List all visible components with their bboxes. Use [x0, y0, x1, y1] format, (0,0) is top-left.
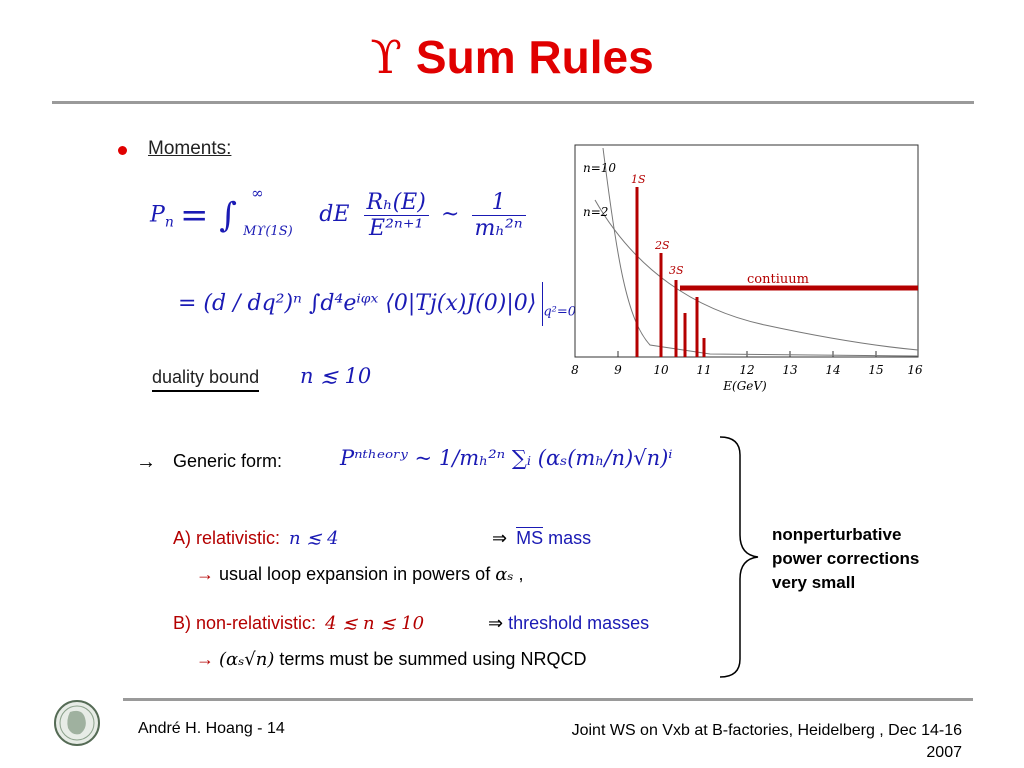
moment-equation-2: = (d / dq²)ⁿ ∫d⁴eⁱᵠˣ ⟨0|Tj(x)J(0)|0⟩ q²=0	[178, 282, 576, 326]
curve-n2	[594, 199, 919, 351]
relativistic-label: A) relativistic: n ≲ 4	[173, 528, 339, 549]
eq-lhs: P	[150, 202, 165, 228]
generic-formula: Pⁿᵗʰᵉᵒʳʸ ~ 1/mₕ²ⁿ ∑ᵢ (αₛ(mₕ/n)√n)ⁱ	[340, 446, 673, 470]
slide-title: ϒ Sum Rules	[0, 30, 1024, 84]
threshold-arrow: ⇒	[488, 613, 504, 633]
xtick-9: 9	[614, 363, 622, 377]
relativistic-text: A) relativistic:	[173, 528, 281, 548]
ms-mass-text: mass	[548, 528, 592, 548]
eq2-body: = (d / dq²)ⁿ ∫d⁴eⁱᵠˣ ⟨0|Tj(x)J(0)|0⟩	[178, 291, 537, 316]
label-n2: n=2	[583, 205, 608, 219]
relativistic-cond: n ≲ 4	[289, 528, 339, 549]
curve-n10	[602, 147, 919, 357]
footer-author: André H. Hoang - 14	[138, 720, 285, 737]
title-divider	[52, 101, 974, 104]
note-line-3: very small	[772, 573, 856, 592]
label-n10: n=10	[583, 161, 616, 175]
footer-event: Joint WS on Vxb at B-factories, Heidelbe…	[520, 720, 962, 764]
eq-den2: mₕ²ⁿ	[474, 216, 523, 241]
xtick-10: 10	[653, 363, 669, 377]
relativistic-sub-math: αₛ	[495, 564, 514, 585]
eq-num2: 1	[471, 190, 526, 216]
xtick-15: 15	[868, 363, 883, 377]
xtick-11: 11	[696, 363, 711, 377]
upsilon-symbol: ϒ	[370, 30, 402, 84]
note-line-1: nonperturbative	[772, 525, 902, 544]
nonrelativistic-cond: 4 ≲ n ≲ 10	[325, 613, 425, 634]
brace-icon	[719, 436, 759, 678]
nonperturbative-note: nonperturbative power corrections very s…	[772, 523, 919, 595]
ms-arrow: ⇒	[492, 528, 508, 548]
xtick-13: 13	[782, 363, 798, 377]
eq-de: dE	[319, 202, 350, 228]
relativistic-sub-comma: ,	[518, 564, 524, 584]
ms-mass: ⇒ MS mass	[492, 527, 592, 549]
eq-den: E²ⁿ⁺¹	[369, 216, 424, 241]
integral-upper: ∞	[251, 183, 264, 202]
eq2-eval: q²=0	[543, 304, 577, 320]
xtick-14: 14	[825, 363, 840, 377]
eq-sim: ~	[440, 202, 460, 228]
label-2s: 2S	[654, 239, 670, 252]
x-axis-label: E(GeV)	[722, 379, 767, 393]
eq-num: Rₕ(E)	[363, 190, 429, 216]
relativistic-sub: → usual loop expansion in powers of αₛ ,	[196, 564, 523, 585]
integral-sign: = ∫	[179, 195, 237, 236]
generic-arrow: →	[136, 451, 156, 473]
note-line-2: power corrections	[772, 549, 920, 568]
duality-label: duality bound	[152, 367, 260, 392]
nonrelativistic-sub-text: terms must be summed using NRQCD	[279, 649, 587, 669]
footer-event-line2: 2007	[926, 744, 962, 761]
generic-label: Generic form:	[173, 451, 283, 471]
bullet-icon	[118, 146, 127, 155]
footer-event-line1: Joint WS on Vxb at B-factories, Heidelbe…	[571, 722, 962, 739]
label-continuum: contiuum	[747, 272, 809, 287]
xtick-12: 12	[739, 363, 754, 377]
relativistic-sub-text: usual loop expansion in powers of	[219, 564, 491, 584]
resonance-bars	[635, 187, 706, 357]
nonrelativistic-sub-math: (αₛ√n)	[219, 649, 275, 670]
moment-equation: Pn = ∫ ∞ Mϒ(1S) dE Rₕ(E) E²ⁿ⁺¹ ~ 1 mₕ²ⁿ	[150, 184, 526, 241]
plot-frame	[574, 144, 919, 358]
ms-text: MS	[516, 527, 544, 548]
nonrelativistic-label: B) non-relativistic: 4 ≲ n ≲ 10	[173, 613, 424, 634]
label-3s: 3S	[669, 264, 684, 277]
nonrelativistic-sub-arrow: →	[196, 649, 214, 669]
institute-seal-icon	[54, 700, 100, 746]
xtick-16: 16	[907, 363, 923, 377]
moments-label: Moments:	[148, 138, 232, 159]
resonance-plot: n=10 n=2 1S 2S 3S contiuum 8 9 10 11 12 …	[571, 144, 923, 393]
footer-divider	[123, 698, 973, 701]
xtick-8: 8	[571, 363, 579, 377]
nonrelativistic-sub: → (αₛ√n) terms must be summed using NRQC…	[196, 649, 586, 670]
duality-value: n ≲ 10	[300, 364, 372, 388]
eq-lhs-sub: n	[164, 214, 174, 231]
relativistic-sub-arrow: →	[196, 564, 214, 584]
slide-title-text: Sum Rules	[415, 31, 654, 83]
x-tick-labels: 8 9 10 11 12 13 14 15 16	[571, 363, 923, 377]
label-1s: 1S	[631, 173, 646, 186]
nonrelativistic-text: B) non-relativistic:	[173, 613, 317, 633]
threshold-masses: ⇒ threshold masses	[488, 613, 649, 634]
threshold-text: threshold masses	[508, 613, 650, 633]
integral-lower: Mϒ(1S)	[243, 223, 293, 239]
